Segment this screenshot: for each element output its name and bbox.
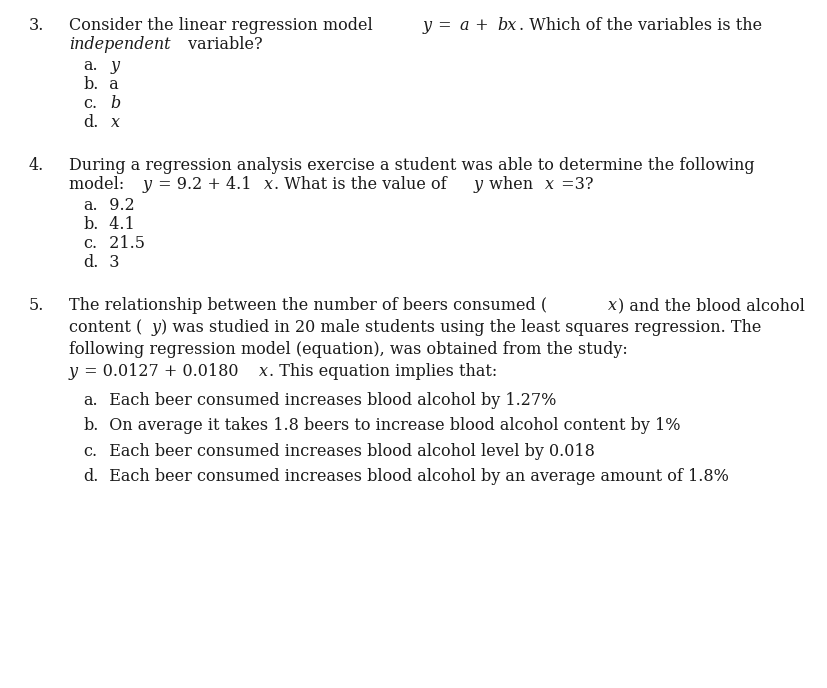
- Text: variable?: variable?: [183, 36, 262, 53]
- Text: Each beer consumed increases blood alcohol by 1.27%: Each beer consumed increases blood alcoh…: [99, 391, 556, 409]
- Text: bx: bx: [496, 17, 515, 34]
- Text: independent: independent: [69, 36, 170, 53]
- Text: = 0.0127 + 0.0180: = 0.0127 + 0.0180: [79, 363, 238, 380]
- Text: 4.: 4.: [29, 157, 44, 174]
- Text: . Which of the variables is the: . Which of the variables is the: [518, 17, 761, 34]
- Text: y: y: [142, 176, 151, 193]
- Text: x: x: [111, 114, 119, 131]
- Text: d.: d.: [83, 114, 98, 131]
- Text: During a regression analysis exercise a student was able to determine the follow: During a regression analysis exercise a …: [69, 157, 753, 174]
- Text: . What is the value of: . What is the value of: [274, 176, 451, 193]
- Text: following regression model (equation), was obtained from the study:: following regression model (equation), w…: [69, 341, 627, 358]
- Text: 21.5: 21.5: [99, 235, 145, 252]
- Text: The relationship between the number of beers consumed (: The relationship between the number of b…: [69, 297, 546, 314]
- Text: 3.: 3.: [29, 17, 45, 34]
- Text: ) and the blood alcohol: ) and the blood alcohol: [617, 297, 804, 314]
- Text: =3?: =3?: [555, 176, 592, 193]
- Text: x: x: [545, 176, 554, 193]
- Text: b: b: [111, 95, 121, 112]
- Text: a.: a.: [83, 57, 98, 74]
- Text: . This equation implies that:: . This equation implies that:: [269, 363, 496, 380]
- Text: Consider the linear regression model: Consider the linear regression model: [69, 17, 382, 34]
- Text: ) was studied in 20 male students using the least squares regression. The: ) was studied in 20 male students using …: [161, 319, 761, 336]
- Text: b.: b.: [83, 417, 98, 434]
- Text: x: x: [607, 297, 616, 314]
- Text: content (: content (: [69, 319, 141, 336]
- Text: a.: a.: [83, 391, 98, 409]
- Text: = 9.2 + 4.1: = 9.2 + 4.1: [152, 176, 251, 193]
- Text: Each beer consumed increases blood alcohol level by 0.018: Each beer consumed increases blood alcoh…: [99, 443, 595, 460]
- Text: a.: a.: [83, 197, 98, 214]
- Text: when: when: [484, 176, 538, 193]
- Text: d.: d.: [83, 254, 98, 271]
- Text: y: y: [422, 17, 431, 34]
- Text: c.: c.: [83, 235, 97, 252]
- Text: a: a: [99, 76, 118, 93]
- Text: y: y: [69, 363, 78, 380]
- Text: b.: b.: [83, 216, 98, 233]
- Text: +: +: [470, 17, 493, 34]
- Text: x: x: [263, 176, 272, 193]
- Text: y: y: [151, 319, 160, 336]
- Text: 4.1: 4.1: [99, 216, 135, 233]
- Text: =: =: [433, 17, 456, 34]
- Text: y: y: [474, 176, 482, 193]
- Text: 9.2: 9.2: [99, 197, 135, 214]
- Text: b.: b.: [83, 76, 98, 93]
- Text: c.: c.: [83, 95, 97, 112]
- Text: model:: model:: [69, 176, 134, 193]
- Text: 3: 3: [99, 254, 119, 271]
- Text: On average it takes 1.8 beers to increase blood alcohol content by 1%: On average it takes 1.8 beers to increas…: [99, 417, 680, 434]
- Text: a: a: [459, 17, 468, 34]
- Text: 5.: 5.: [29, 297, 45, 314]
- Text: c.: c.: [83, 443, 97, 460]
- Text: d.: d.: [83, 469, 98, 486]
- Text: x: x: [258, 363, 267, 380]
- Text: y: y: [111, 57, 119, 74]
- Text: Each beer consumed increases blood alcohol by an average amount of 1.8%: Each beer consumed increases blood alcoh…: [99, 469, 728, 486]
